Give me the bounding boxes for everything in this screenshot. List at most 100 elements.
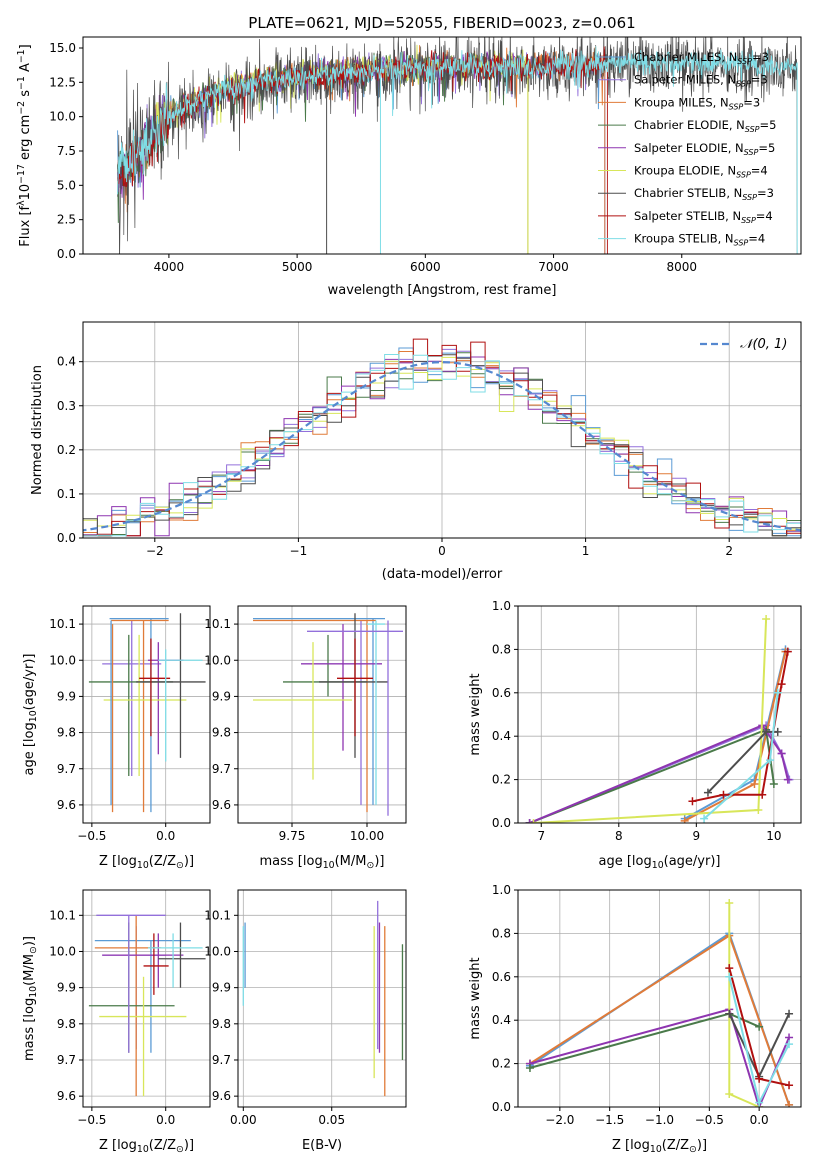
y-axis-label: mass weight bbox=[468, 673, 483, 755]
spectrum-line-chabrier-elodie bbox=[117, 51, 529, 254]
legend-label-tail: =3 bbox=[752, 50, 769, 64]
weight_vs_Z-panel: −2.0 −1.5 −1.0 −0.5 0.0 0.0 0.2 0.4 0.6 0.8 1.0 bbox=[492, 883, 802, 1127]
y-tick-label: 1.0 bbox=[492, 599, 511, 613]
age_vs_mass-panel: 9.75 10.00 9.6 9.7 9.8 9.9 10.0 10.1 bbox=[204, 605, 407, 843]
y-tick-label: 0.0 bbox=[492, 1100, 511, 1114]
y-tick-label: 9.9 bbox=[57, 689, 76, 703]
y-tick-label: 9.6 bbox=[57, 798, 76, 812]
y-tick-label: 10.0 bbox=[204, 944, 231, 958]
y-tick-label: 0.4 bbox=[492, 1013, 511, 1027]
legend-label-main: Kroupa ELODIE, N bbox=[634, 164, 736, 178]
legend-label-main: Kroupa MILES, N bbox=[634, 95, 729, 109]
x-tick-label: 0.05 bbox=[318, 1113, 345, 1127]
y-tick-label: 0.3 bbox=[57, 399, 76, 413]
x-tick-label: 0.0 bbox=[750, 1113, 769, 1127]
x-axis-label-part: 10 bbox=[137, 860, 149, 871]
y-axis-label-part: −17 bbox=[16, 164, 27, 184]
y-tick-label: 9.7 bbox=[212, 762, 231, 776]
weight-marker bbox=[765, 756, 774, 765]
weight-marker bbox=[773, 688, 782, 697]
weight-marker bbox=[777, 680, 786, 689]
spectrum-marks bbox=[117, 37, 798, 254]
y-tick-label: 10.0 bbox=[204, 653, 231, 667]
legend-label-tail: =3 bbox=[743, 95, 760, 109]
y-tick-label: 10.1 bbox=[49, 908, 76, 922]
x-axis-label-part: Z [log bbox=[99, 854, 137, 869]
y-axis-label: Flux [fλ10−17 erg cm−2 s−1 A−1] bbox=[16, 44, 33, 246]
y-axis-label-part: ] bbox=[18, 44, 33, 49]
gaussian-curve bbox=[83, 360, 801, 532]
y-tick-label: 2.5 bbox=[57, 213, 76, 227]
x-tick-label: 7000 bbox=[538, 260, 569, 274]
x-tick-label: 0.0 bbox=[156, 829, 175, 843]
y-axis-label-part: −1 bbox=[16, 49, 27, 63]
weight-marker bbox=[785, 1081, 794, 1090]
weight-marker bbox=[525, 1063, 534, 1072]
weight-marker bbox=[754, 805, 763, 814]
y-tick-label: 9.7 bbox=[57, 1053, 76, 1067]
y-tick-label: 10.0 bbox=[49, 944, 76, 958]
weight-marker bbox=[703, 788, 712, 797]
weight-marker bbox=[762, 615, 771, 624]
x-axis-label-part: (M/M bbox=[335, 854, 367, 869]
y-tick-label: 0.6 bbox=[492, 970, 511, 984]
legend-label-tail: =3 bbox=[751, 73, 768, 87]
x-axis-label-part: ⊙ bbox=[176, 1144, 184, 1155]
y-axis-label-part: 10 bbox=[28, 710, 39, 722]
weight-marker bbox=[725, 899, 734, 908]
x-axis-label: E(B-V) bbox=[302, 1138, 342, 1153]
x-tick-label: 0.0 bbox=[156, 1113, 175, 1127]
x-tick-label: 2 bbox=[725, 544, 733, 558]
weight-marker bbox=[529, 819, 538, 823]
legend-label: Kroupa ELODIE, NSSP=4 bbox=[634, 164, 768, 180]
y-tick-label: 7.5 bbox=[57, 144, 76, 158]
x-tick-label: 1 bbox=[582, 544, 590, 558]
legend-label-sub: SSP bbox=[734, 239, 749, 248]
y-axis-label-part: )] bbox=[22, 936, 37, 946]
weight-marker bbox=[725, 1089, 734, 1098]
y-tick-label: 9.9 bbox=[212, 981, 231, 995]
legend-label-sub: SSP bbox=[729, 102, 744, 111]
y-tick-label: 0.2 bbox=[57, 443, 76, 457]
axes-frame bbox=[82, 36, 802, 255]
legend-label-sub: SSP bbox=[737, 57, 752, 66]
legend-label: 𝒩(0, 1) bbox=[740, 337, 787, 352]
legend-label: Kroupa STELIB, NSSP=4 bbox=[634, 232, 765, 248]
axes-frame bbox=[237, 889, 407, 1108]
x-axis-label-part: 10 bbox=[650, 1144, 662, 1155]
x-tick-label: −1.5 bbox=[595, 1113, 624, 1127]
x-axis-label: Z [log10(Z/Z⊙)] bbox=[612, 1138, 707, 1155]
x-axis-label: Z [log10(Z/Z⊙)] bbox=[99, 854, 194, 871]
y-tick-label: 0.1 bbox=[57, 487, 76, 501]
x-axis-label-part: ⊙ bbox=[366, 860, 374, 871]
weight-line-chabrier-elodie bbox=[529, 728, 775, 823]
x-axis-label-part: )] bbox=[374, 854, 384, 869]
x-tick-label: −1.0 bbox=[645, 1113, 674, 1127]
legend-label-sub: SSP bbox=[742, 193, 757, 202]
x-tick-label: 0.00 bbox=[230, 1113, 257, 1127]
x-tick-label: 7 bbox=[537, 829, 545, 843]
weight-marker bbox=[688, 797, 697, 806]
y-tick-label: 0.8 bbox=[492, 926, 511, 940]
y-tick-label: 9.6 bbox=[212, 798, 231, 812]
y-axis-label-part: −1 bbox=[16, 76, 27, 90]
weight-marker bbox=[725, 1009, 734, 1018]
weight-line-kroupa-stelib bbox=[703, 692, 779, 820]
y-tick-label: 0.0 bbox=[492, 816, 511, 830]
legend-label-main: Chabrier ELODIE, N bbox=[634, 118, 745, 132]
y-tick-label: 1.0 bbox=[492, 883, 511, 897]
x-axis-label-part: (age/yr)] bbox=[664, 854, 721, 869]
age_vs_Z-marks bbox=[88, 613, 206, 813]
weight-marker bbox=[755, 1098, 764, 1107]
axes-frame bbox=[82, 889, 211, 1108]
y-tick-label: 10.1 bbox=[204, 617, 231, 631]
y-axis-label-part: ⊙ bbox=[28, 946, 39, 954]
legend-label-sub: SSP bbox=[736, 80, 751, 89]
weight-marker bbox=[719, 790, 728, 799]
legend-label-sub: SSP bbox=[741, 216, 756, 225]
legend-label-main: Chabrier STELIB, N bbox=[634, 186, 742, 200]
y-tick-label: 9.7 bbox=[57, 762, 76, 776]
x-tick-label: 9 bbox=[693, 829, 701, 843]
x-axis-label-part: Z [log bbox=[612, 1138, 650, 1153]
x-tick-label: 5000 bbox=[282, 260, 313, 274]
